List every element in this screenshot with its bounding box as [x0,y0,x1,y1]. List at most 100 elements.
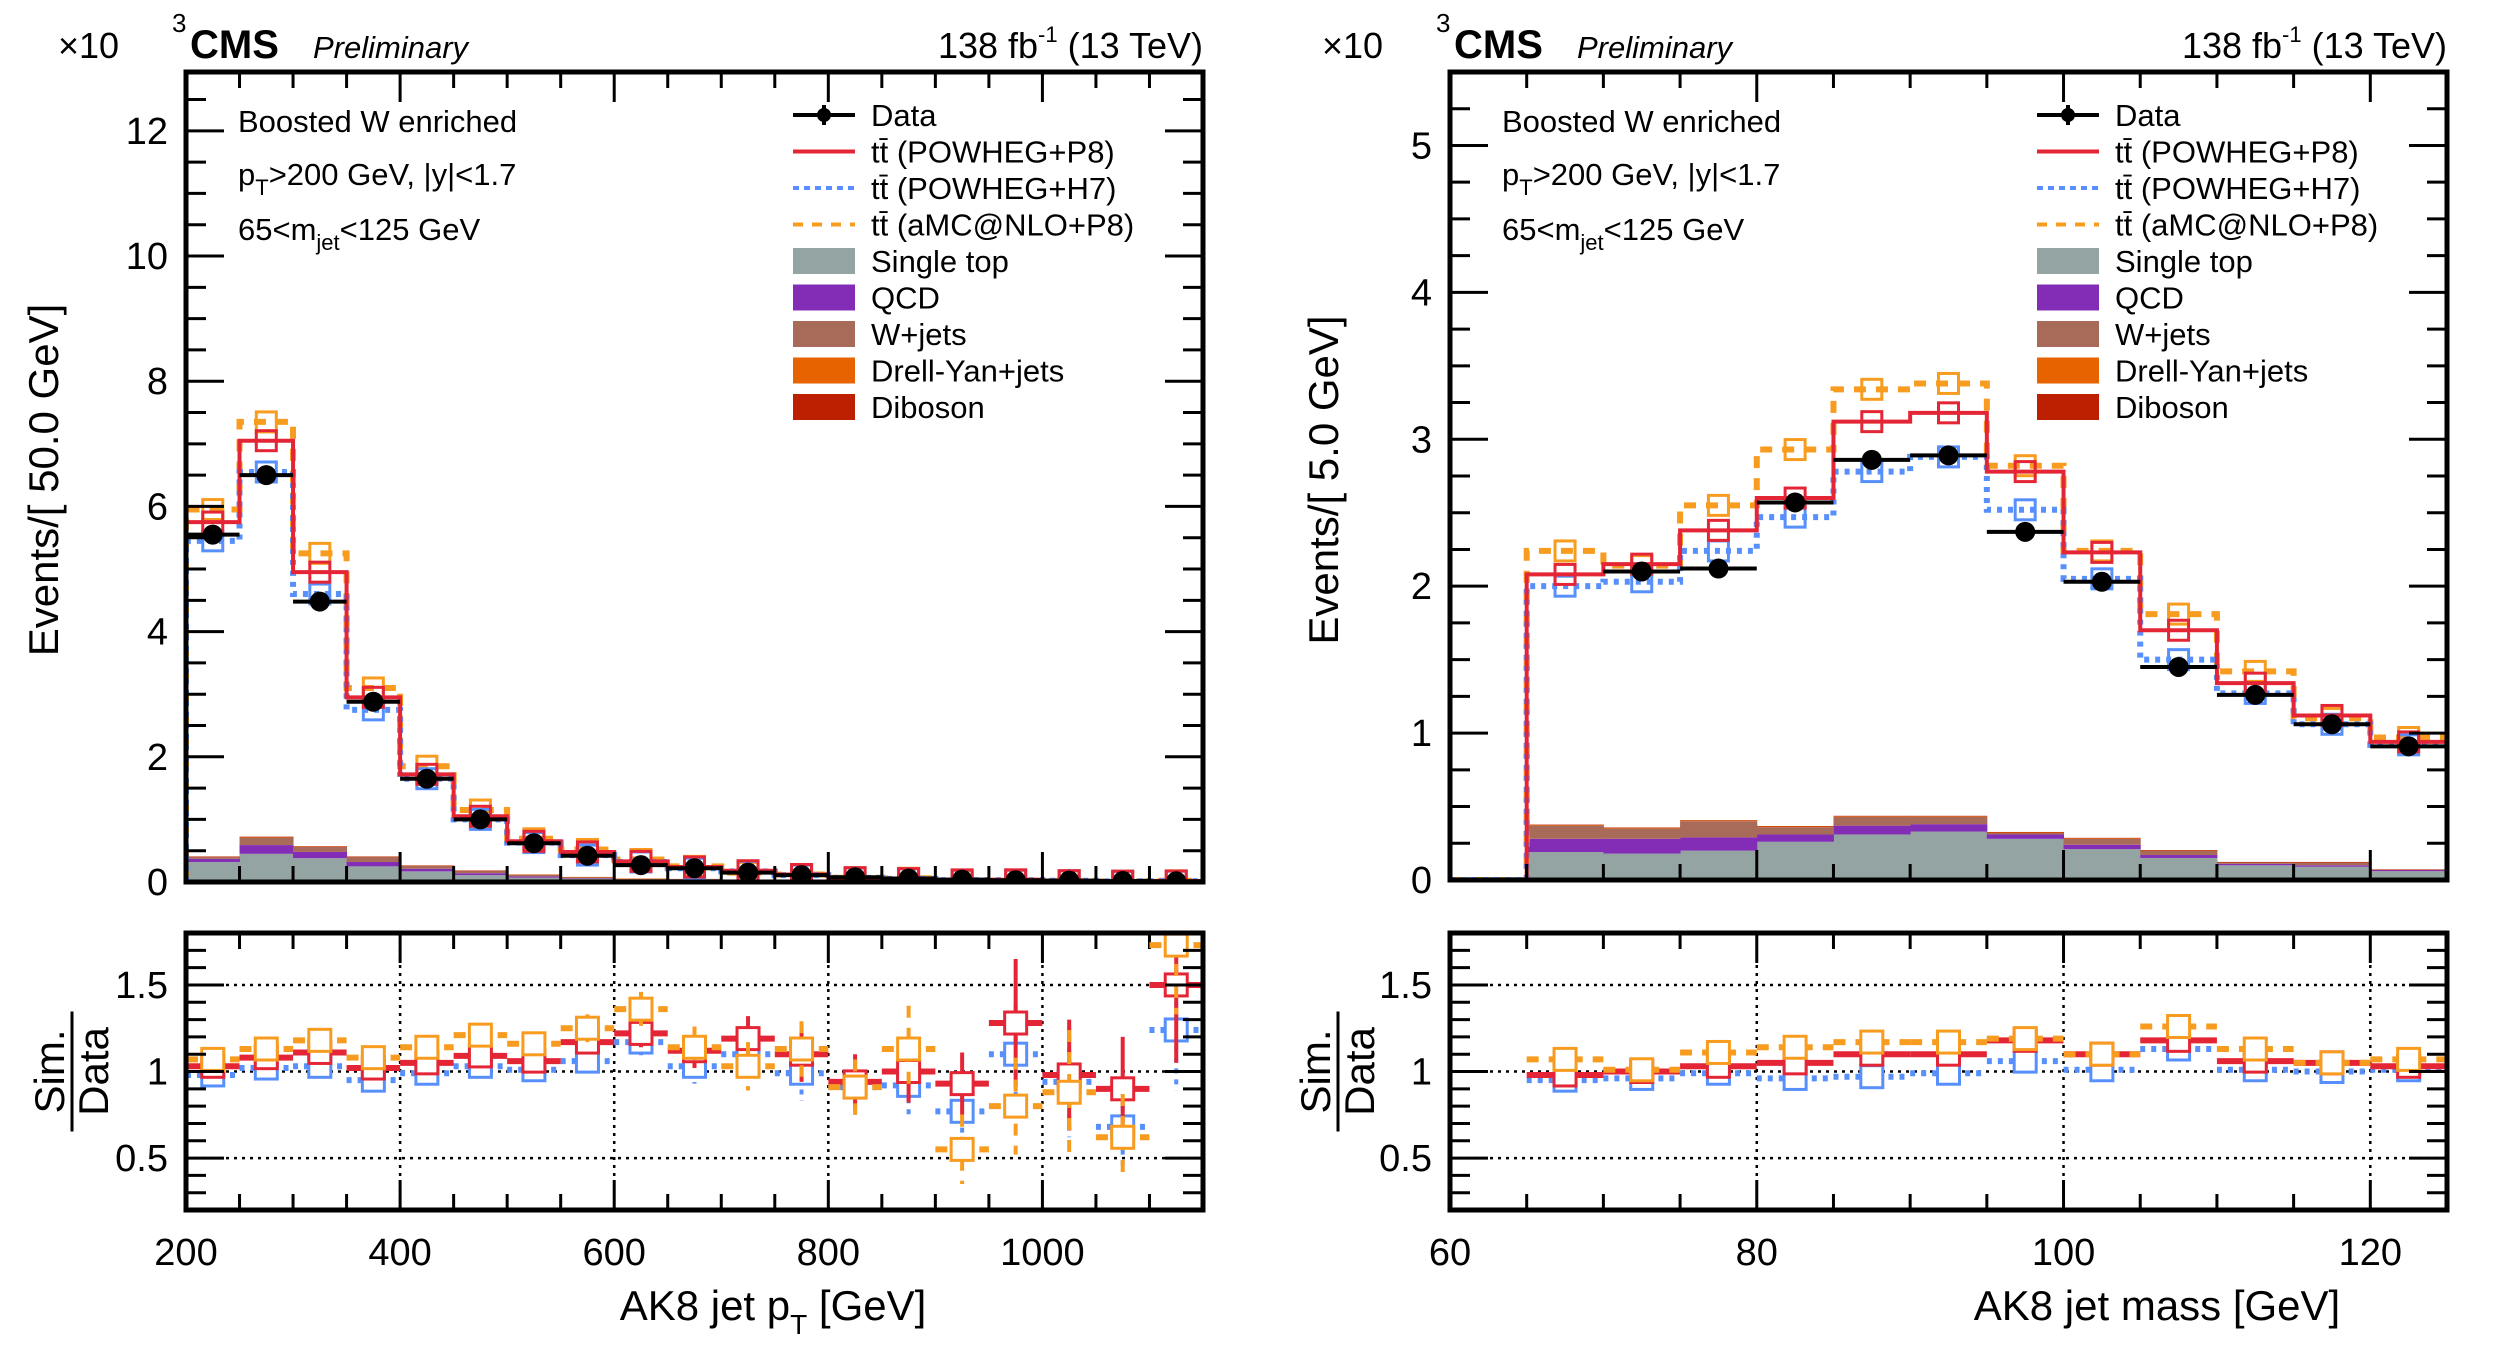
data-point [791,865,812,882]
preliminary-label: Preliminary [313,30,471,65]
ratio-y-label: Sim.Data [1292,1011,1383,1132]
line-amcnlo-p8 [186,418,1203,882]
bar-wjets [1526,825,1604,839]
x-axis-label-sub: T [790,1309,807,1340]
luminosity-label: 138 fb-1 (13 TeV) [2182,22,2447,66]
bar-diboson [1603,827,1681,829]
legend-entry-data: Data [2037,98,2181,133]
ratio-point-amcnlo-p8 [2319,1050,2345,1076]
legend-label: tt̄ (aMC@NLO+P8) [2115,208,2378,243]
ratio-y-label: Sim.Data [26,1011,117,1132]
legend-entry-amcnlo-p8: tt̄ (aMC@NLO+P8) [793,208,1134,243]
legend-label: tt̄ (POWHEG+H7) [871,171,1116,206]
ratio-y-label-numerator: Sim. [1292,1030,1339,1114]
data-point [2398,736,2419,757]
bar-qcd [1680,837,1758,851]
data-point [577,845,598,866]
data-point [1861,449,1882,470]
data-point [2091,571,2112,592]
legend-fill-swatch [793,248,855,274]
info-mass-window-part: jet [1579,230,1603,255]
bar-dyjets [1603,827,1681,829]
data-point [952,869,973,882]
ratio-point-amcnlo-p8 [1629,1057,1655,1083]
legend-label-generator: (aMC@NLO+P8) [2132,208,2378,243]
bar-qcd [2293,865,2371,867]
y-tick-label: 4 [147,612,168,654]
bar-qcd [2370,869,2447,872]
legend-entry-dyjets: Drell-Yan+jets [793,354,1064,389]
y-tick-label: 3 [1411,419,1432,461]
legend-label: tt̄ (POWHEG+P8) [871,135,1115,170]
y-tick-label: 12 [126,111,168,153]
legend-label-t: t [2115,171,2124,206]
bar-qcd [1526,838,1604,853]
lumi-value: 138 fb [2182,25,2282,66]
bar-dyjets [2063,838,2141,839]
bar-single-top [239,853,294,882]
bar-qcd [2140,855,2218,858]
ratio-point-amcnlo-p8 [360,1045,386,1071]
bar-dyjets [1833,816,1911,817]
ratio-point-powheg-p8 [1003,1010,1029,1036]
main-frame [183,69,1206,885]
ratio-point-amcnlo-p8 [682,1034,707,1060]
marker-amcnlo-p8 [1860,377,1884,401]
bar-diboson [453,870,508,872]
info-mass-window-part: <125 GeV [1604,212,1745,247]
info-selection-title: Boosted W enriched [238,104,517,139]
ratio-point-amcnlo-p8 [253,1036,279,1062]
y-multiplier-label: ×10 [1322,25,1383,66]
marker-amcnlo-p8 [1706,493,1730,517]
data-point [202,524,223,545]
bar-qcd [400,868,455,872]
bar-diboson [1680,820,1758,821]
ratio-point-amcnlo-p8 [628,996,654,1022]
data-point [2245,684,2266,705]
legend-fill-swatch [2037,394,2099,420]
line-powheg-h7 [186,468,1203,882]
ratio-point-amcnlo-p8 [1003,1093,1029,1119]
ratio-point-amcnlo-p8 [1110,1124,1136,1150]
legend-entry-dyjets: Drell-Yan+jets [2037,354,2308,389]
bar-diboson [2063,837,2141,839]
x-tick-label: 100 [2032,1232,2095,1274]
ratio-point-amcnlo-p8 [414,1034,440,1060]
info-mass-window-part: 65<m [238,212,316,247]
y-tick-label: 1 [1411,713,1432,755]
bar-diboson [293,846,348,847]
x-tick-label: 400 [368,1232,431,1274]
bar-single-top [346,866,401,882]
ratio-point-amcnlo-p8 [896,1036,922,1062]
data-point [363,691,384,712]
ratio-point-amcnlo-p8 [2242,1036,2268,1062]
line-powheg-h7 [1450,453,2447,880]
marker-powheg-p8 [254,429,278,453]
legend-fill-swatch [2037,357,2099,384]
data-point [1631,561,1652,582]
bar-diboson [186,856,241,858]
bar-wjets [1756,827,1834,835]
bar-single-top [453,875,508,882]
x-tick-label: 80 [1736,1232,1778,1274]
legend-label-generator: (POWHEG+P8) [2132,135,2359,170]
marker-amcnlo-p8 [2167,602,2191,626]
legend-fill-swatch [2037,284,2099,311]
data-point [1059,870,1080,882]
ratio-point-amcnlo-p8 [2012,1026,2038,1052]
info-pt-cut-part: >200 GeV, |y|<1.7 [269,157,517,192]
info-pt-cut-part: p [238,157,255,192]
info-mass-window-part: 65<m [1502,212,1580,247]
bar-dyjets [1910,816,1988,817]
bar-wjets [507,874,562,877]
data-point [523,833,544,854]
legend-label-t: t [871,208,880,243]
data-point [1005,870,1026,882]
lumi-value: 138 fb [938,25,1038,66]
data-point [1166,871,1187,882]
data-point [738,862,759,882]
marker-powheg-h7 [2013,498,2037,522]
bar-wjets [346,856,401,862]
bar-single-top [1680,850,1758,880]
info-mass-window-part: jet [315,230,339,255]
